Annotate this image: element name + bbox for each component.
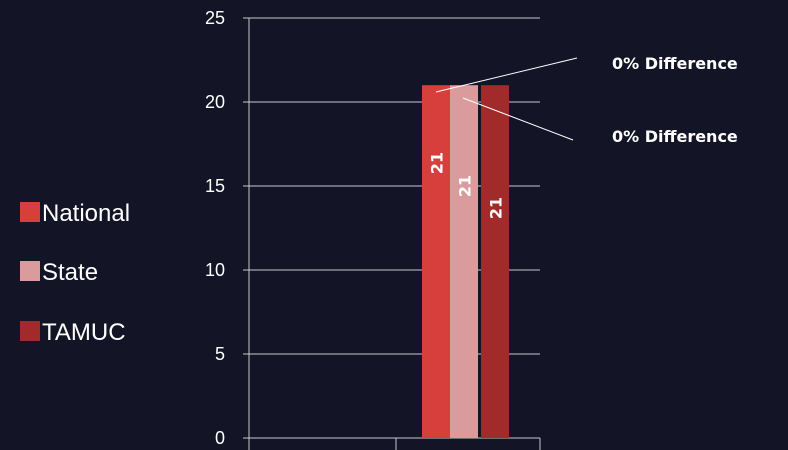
legend-label: National — [42, 200, 130, 227]
data-label: 21 — [456, 175, 475, 197]
legend-item: National — [20, 200, 130, 227]
y-tick-label: 20 — [205, 92, 225, 112]
annotation-line — [435, 57, 578, 93]
legend-swatch — [20, 202, 40, 222]
annotation-line — [462, 97, 574, 141]
legend-label: TAMUC — [42, 319, 126, 346]
y-tick-label: 5 — [215, 344, 225, 364]
bar-national — [422, 85, 450, 438]
legend-item: State — [20, 259, 98, 286]
legend-label: State — [42, 259, 98, 286]
annotation-label: 0% Difference — [612, 127, 738, 146]
data-label: 21 — [428, 152, 447, 174]
bar-tamuc — [481, 85, 509, 438]
annotation-label: 0% Difference — [612, 54, 738, 73]
legend-swatch — [20, 261, 40, 281]
legend-swatch — [20, 321, 40, 341]
y-tick-label: 10 — [205, 260, 225, 280]
y-tick-label: 15 — [205, 176, 225, 196]
bar-state — [450, 85, 478, 438]
data-label: 21 — [487, 197, 506, 219]
legend-item: TAMUC — [20, 319, 126, 346]
y-tick-label: 0 — [215, 428, 225, 448]
y-tick-label: 25 — [205, 8, 225, 28]
